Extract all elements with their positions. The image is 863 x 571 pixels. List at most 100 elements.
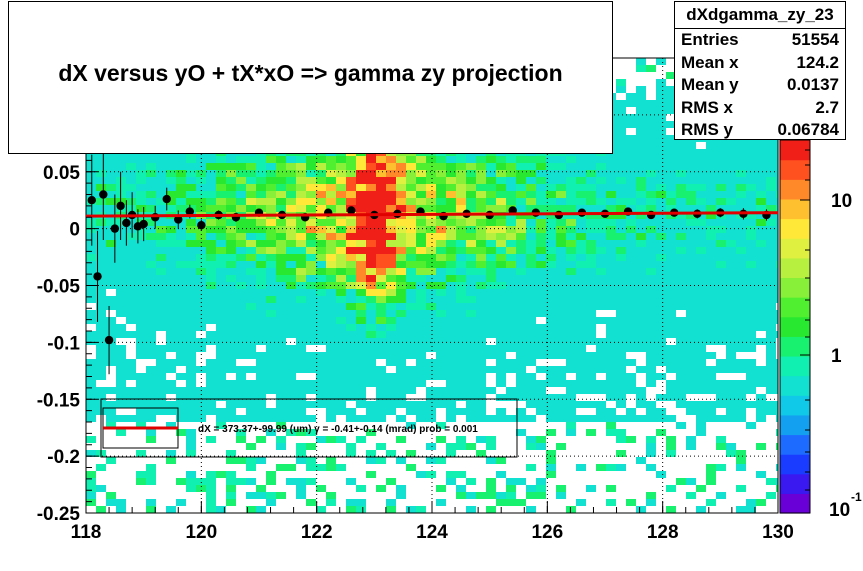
heatmap-cell [776, 149, 778, 156]
heatmap-cell [316, 198, 326, 205]
heatmap-cell [756, 184, 766, 191]
heatmap-cell [516, 233, 526, 240]
heatmap-cell [656, 58, 666, 65]
heatmap-cell [466, 415, 476, 422]
heatmap-cell [446, 219, 456, 226]
heatmap-cell [176, 338, 186, 345]
heatmap-cell [526, 345, 536, 352]
heatmap-cell [706, 198, 716, 205]
heatmap-cell [556, 380, 566, 387]
heatmap-cell [716, 184, 726, 191]
heatmap-cell [96, 233, 106, 240]
heatmap-cell [296, 359, 306, 366]
heatmap-cell [416, 170, 426, 177]
heatmap-cell [516, 296, 526, 303]
heatmap-cell [456, 240, 466, 247]
heatmap-cell [366, 177, 376, 184]
heatmap-cell [646, 240, 656, 247]
heatmap-cell [196, 254, 206, 261]
heatmap-cell [396, 268, 406, 275]
heatmap-cell [646, 156, 656, 163]
heatmap-cell [536, 408, 546, 415]
heatmap-cell [746, 170, 756, 177]
heatmap-cell [436, 387, 446, 394]
heatmap-cell [446, 198, 456, 205]
heatmap-cell [106, 268, 116, 275]
heatmap-cell [356, 338, 366, 345]
heatmap-cell [766, 289, 776, 296]
heatmap-cell [326, 331, 336, 338]
heatmap-cell [596, 170, 606, 177]
heatmap-cell [476, 163, 486, 170]
heatmap-cell [256, 352, 266, 359]
heatmap-cell [396, 170, 406, 177]
heatmap-cell [576, 310, 586, 317]
heatmap-cell [476, 296, 486, 303]
heatmap-cell [706, 205, 716, 212]
heatmap-cell [636, 86, 646, 93]
heatmap-cell [626, 233, 636, 240]
heatmap-cell [666, 233, 676, 240]
fit-line [85, 211, 779, 218]
heatmap-cell [316, 226, 326, 233]
heatmap-cell [706, 191, 716, 198]
heatmap-cell [596, 261, 606, 268]
heatmap-cell [326, 289, 336, 296]
heatmap-cell [516, 191, 526, 198]
heatmap-cell [186, 233, 196, 240]
heatmap-cell [626, 240, 636, 247]
heatmap-cell [536, 212, 546, 219]
heatmap-cell [166, 457, 176, 464]
heatmap-cell [136, 226, 146, 233]
heatmap-cell [396, 401, 406, 408]
heatmap-cell [636, 128, 646, 135]
heatmap-cell [106, 240, 116, 247]
heatmap-cell [156, 303, 166, 310]
heatmap-cell [156, 198, 166, 205]
heatmap-cell [696, 485, 706, 492]
heatmap-cell [146, 366, 156, 373]
heatmap-cell [136, 233, 146, 240]
heatmap-cell [676, 338, 686, 345]
heatmap-cell [466, 156, 476, 163]
fit-legend: dX = 373.37+-99.99 (um) γ = -0.41+-0.14 … [100, 398, 518, 458]
heatmap-cell [646, 345, 656, 352]
heatmap-cell [656, 170, 666, 177]
heatmap-cell [436, 163, 446, 170]
heatmap-cell [286, 401, 296, 408]
heatmap-cell [346, 506, 356, 513]
heatmap-cell [676, 184, 686, 191]
heatmap-cell [506, 275, 516, 282]
heatmap-cell [96, 198, 106, 205]
heatmap-cell [476, 261, 486, 268]
heatmap-cell [186, 338, 196, 345]
heatmap-cell [176, 240, 186, 247]
heatmap-cell [286, 324, 296, 331]
heatmap-cell [266, 219, 276, 226]
heatmap-cell [596, 317, 606, 324]
heatmap-cell [636, 93, 646, 100]
heatmap-cell [296, 261, 306, 268]
heatmap-cell [256, 387, 266, 394]
heatmap-cell [206, 366, 216, 373]
heatmap-cell [146, 310, 156, 317]
heatmap-cell [176, 499, 186, 506]
heatmap-cell [676, 359, 686, 366]
heatmap-cell [626, 289, 636, 296]
heatmap-cell [156, 170, 166, 177]
heatmap-cell [336, 198, 346, 205]
heatmap-cell [206, 226, 216, 233]
heatmap-cell [236, 247, 246, 254]
heatmap-cell [446, 205, 456, 212]
heatmap-cell [206, 219, 216, 226]
heatmap-cell [356, 233, 366, 240]
heatmap-cell [376, 338, 386, 345]
heatmap-cell [516, 331, 526, 338]
heatmap-cell [366, 373, 376, 380]
heatmap-cell [566, 177, 576, 184]
heatmap-cell [216, 303, 226, 310]
heatmap-cell [746, 261, 756, 268]
heatmap-cell [656, 177, 666, 184]
heatmap-cell [636, 247, 646, 254]
heatmap-cell [136, 324, 146, 331]
